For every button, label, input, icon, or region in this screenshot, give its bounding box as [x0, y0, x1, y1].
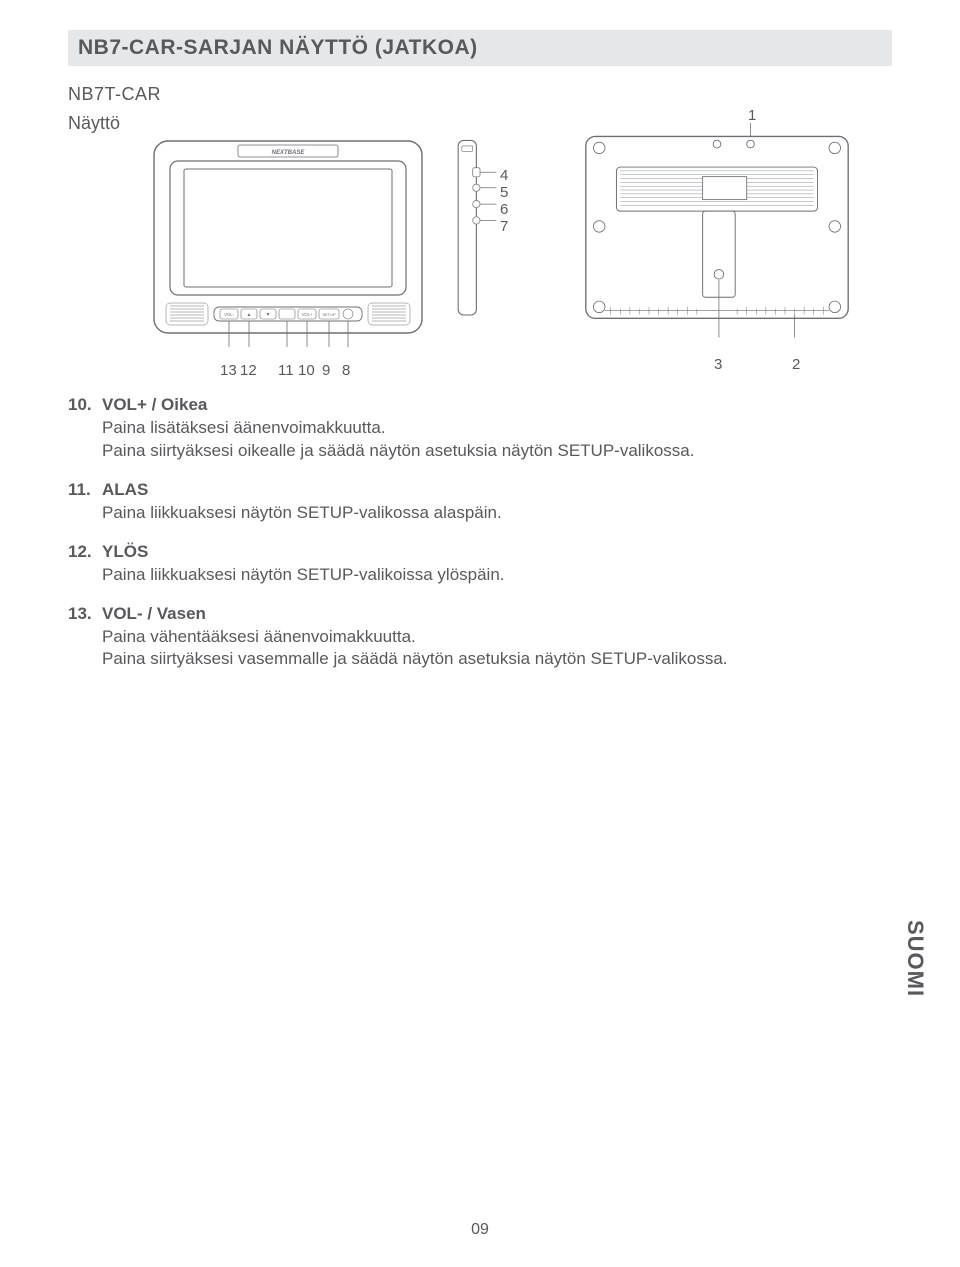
svg-text:▼: ▼ — [266, 312, 271, 318]
item-number: 11. — [68, 479, 102, 525]
back-callout-1: 1 — [748, 107, 756, 124]
item-heading: VOL- / Vasen — [102, 603, 892, 626]
front-diagram: NEXTBASE — [148, 135, 428, 380]
item-text: Paina siirtyäksesi vasemmalle ja säädä n… — [102, 648, 892, 671]
page-number: 09 — [0, 1221, 960, 1239]
model-name: NB7T-CAR — [68, 84, 892, 105]
item-number: 10. — [68, 394, 102, 463]
side-callout-6: 6 — [500, 201, 508, 218]
side-diagram: 4 5 6 7 — [450, 135, 510, 340]
item-text: Paina lisätäksesi äänenvoimakkuutta. — [102, 417, 892, 440]
language-tab: SUOMI — [902, 920, 928, 997]
list-item: 10. VOL+ / Oikea Paina lisätäksesi äänen… — [68, 394, 892, 463]
svg-text:VOL+: VOL+ — [302, 312, 313, 317]
svg-text:NEXTBASE: NEXTBASE — [272, 150, 306, 156]
description-list: 10. VOL+ / Oikea Paina lisätäksesi äänen… — [68, 394, 892, 671]
item-text: Paina liikkuaksesi näytön SETUP-valikois… — [102, 564, 892, 587]
item-number: 13. — [68, 603, 102, 672]
item-heading: VOL+ / Oikea — [102, 394, 892, 417]
item-text: Paina vähentääksesi äänenvoimakkuutta. — [102, 626, 892, 649]
svg-text:VOL-: VOL- — [224, 312, 234, 317]
front-callouts: 13 12 11 10 9 8 — [148, 362, 428, 380]
svg-text:SETUP: SETUP — [322, 312, 336, 317]
list-item: 13. VOL- / Vasen Paina vähentääksesi ään… — [68, 603, 892, 672]
back-callouts: 3 2 — [572, 356, 862, 374]
item-heading: ALAS — [102, 479, 892, 502]
list-item: 12. YLÖS Paina liikkuaksesi näytön SETUP… — [68, 541, 892, 587]
side-callout-7: 7 — [500, 218, 508, 235]
page-title: NB7-CAR-SARJAN NÄYTTÖ (JATKOA) — [68, 30, 892, 66]
section-label: Näyttö — [68, 109, 126, 134]
item-number: 12. — [68, 541, 102, 587]
side-callout-4: 4 — [500, 167, 508, 184]
item-heading: YLÖS — [102, 541, 892, 564]
list-item: 11. ALAS Paina liikkuaksesi näytön SETUP… — [68, 479, 892, 525]
back-diagram: 1 — [572, 109, 862, 374]
item-text: Paina liikkuaksesi näytön SETUP-valikoss… — [102, 502, 892, 525]
side-callout-5: 5 — [500, 184, 508, 201]
svg-text:▲: ▲ — [247, 312, 252, 318]
item-text: Paina siirtyäksesi oikealle ja säädä näy… — [102, 440, 892, 463]
